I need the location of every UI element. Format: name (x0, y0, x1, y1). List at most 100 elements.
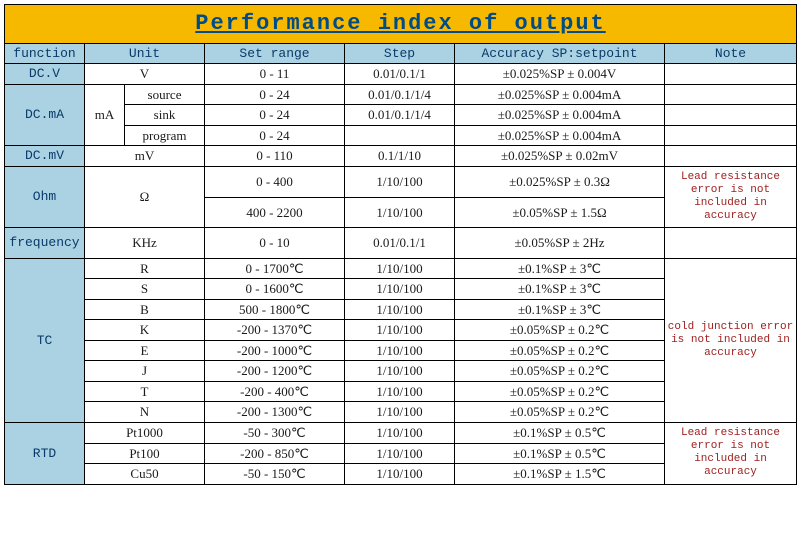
cell-acc: ±0.025%SP ± 0.3Ω (455, 166, 665, 197)
cell-unit: K (85, 320, 205, 341)
cell-note (665, 105, 797, 126)
cell-step: 1/10/100 (345, 464, 455, 485)
cell-range: -200 - 400℃ (205, 381, 345, 402)
cell-unit: N (85, 402, 205, 423)
cell-step: 1/10/100 (345, 258, 455, 279)
cell-note: cold junction error is not included in a… (665, 258, 797, 422)
cell-note (665, 228, 797, 259)
cell-step: 1/10/100 (345, 422, 455, 443)
cell-acc: ±0.1%SP ± 3℃ (455, 299, 665, 320)
cell-acc: ±0.025%SP ± 0.02mV (455, 146, 665, 167)
cell-acc: ±0.025%SP ± 0.004mA (455, 105, 665, 126)
cell-acc: ±0.025%SP ± 0.004mA (455, 84, 665, 105)
col-accuracy: Accuracy SP:setpoint (455, 43, 665, 64)
cell-step: 1/10/100 (345, 340, 455, 361)
fn-tc: TC (5, 258, 85, 422)
table-row: RTD Pt1000 -50 - 300℃ 1/10/100 ±0.1%SP ±… (5, 422, 797, 443)
cell-step: 0.01/0.1/1/4 (345, 84, 455, 105)
cell-step: 0.01/0.1/1 (345, 64, 455, 85)
cell-unit: T (85, 381, 205, 402)
fn-dcv: DC.V (5, 64, 85, 85)
cell-step: 0.01/0.1/1/4 (345, 105, 455, 126)
cell-unit: Pt100 (85, 443, 205, 464)
fn-dcmv: DC.mV (5, 146, 85, 167)
cell-range: 0 - 24 (205, 84, 345, 105)
fn-freq: frequency (5, 228, 85, 259)
cell-acc: ±0.1%SP ± 0.5℃ (455, 443, 665, 464)
cell-range: 0 - 24 (205, 105, 345, 126)
cell-range: -200 - 1300℃ (205, 402, 345, 423)
header-row: function Unit Set range Step Accuracy SP… (5, 43, 797, 64)
table-row: Ohm Ω 0 - 400 1/10/100 ±0.025%SP ± 0.3Ω … (5, 166, 797, 197)
cell-step: 1/10/100 (345, 166, 455, 197)
table-row: TC R 0 - 1700℃ 1/10/100 ±0.1%SP ± 3℃ col… (5, 258, 797, 279)
cell-unit: Cu50 (85, 464, 205, 485)
cell-acc: ±0.025%SP ± 0.004mA (455, 125, 665, 146)
cell-step: 1/10/100 (345, 299, 455, 320)
cell-range: 500 - 1800℃ (205, 299, 345, 320)
cell-unit: B (85, 299, 205, 320)
cell-step: 1/10/100 (345, 320, 455, 341)
table-row: frequency KHz 0 - 10 0.01/0.1/1 ±0.05%SP… (5, 228, 797, 259)
cell-acc: ±0.025%SP ± 0.004V (455, 64, 665, 85)
cell-step: 1/10/100 (345, 443, 455, 464)
cell-step: 1/10/100 (345, 402, 455, 423)
cell-acc: ±0.1%SP ± 3℃ (455, 279, 665, 300)
cell-note (665, 64, 797, 85)
cell-unit: J (85, 361, 205, 382)
cell-range: 0 - 1600℃ (205, 279, 345, 300)
cell-range: 0 - 110 (205, 146, 345, 167)
fn-rtd: RTD (5, 422, 85, 484)
cell-range: 0 - 24 (205, 125, 345, 146)
cell-note (665, 84, 797, 105)
cell-range: -50 - 150℃ (205, 464, 345, 485)
performance-table: Performance index of output function Uni… (4, 4, 797, 485)
cell-range: -200 - 1200℃ (205, 361, 345, 382)
cell-range: -200 - 1000℃ (205, 340, 345, 361)
cell-acc: ±0.05%SP ± 0.2℃ (455, 340, 665, 361)
cell-sub: source (125, 84, 205, 105)
cell-sub: sink (125, 105, 205, 126)
cell-range: 0 - 10 (205, 228, 345, 259)
cell-unit: Ω (85, 166, 205, 227)
cell-note (665, 146, 797, 167)
col-note: Note (665, 43, 797, 64)
cell-acc: ±0.1%SP ± 1.5℃ (455, 464, 665, 485)
col-function: function (5, 43, 85, 64)
fn-dcma: DC.mA (5, 84, 85, 146)
cell-range: 0 - 400 (205, 166, 345, 197)
cell-step (345, 125, 455, 146)
cell-unit: V (85, 64, 205, 85)
cell-acc: ±0.1%SP ± 3℃ (455, 258, 665, 279)
cell-note: Lead resistance error is not included in… (665, 166, 797, 227)
cell-unit: mA (85, 84, 125, 146)
col-step: Step (345, 43, 455, 64)
cell-note (665, 125, 797, 146)
cell-range: -200 - 850℃ (205, 443, 345, 464)
cell-step: 1/10/100 (345, 279, 455, 300)
cell-range: -200 - 1370℃ (205, 320, 345, 341)
cell-range: 400 - 2200 (205, 197, 345, 228)
cell-acc: ±0.05%SP ± 2Hz (455, 228, 665, 259)
cell-unit: S (85, 279, 205, 300)
cell-unit: R (85, 258, 205, 279)
cell-unit: KHz (85, 228, 205, 259)
table-title-row: Performance index of output (5, 5, 797, 44)
table-row: DC.mA mA source 0 - 24 0.01/0.1/1/4 ±0.0… (5, 84, 797, 105)
cell-step: 1/10/100 (345, 361, 455, 382)
cell-sub: program (125, 125, 205, 146)
cell-step: 0.1/1/10 (345, 146, 455, 167)
table-row: DC.V V 0 - 11 0.01/0.1/1 ±0.025%SP ± 0.0… (5, 64, 797, 85)
cell-acc: ±0.05%SP ± 0.2℃ (455, 381, 665, 402)
cell-note: Lead resistance error is not included in… (665, 422, 797, 484)
cell-acc: ±0.05%SP ± 1.5Ω (455, 197, 665, 228)
cell-acc: ±0.05%SP ± 0.2℃ (455, 402, 665, 423)
table-title: Performance index of output (5, 5, 797, 44)
cell-unit: Pt1000 (85, 422, 205, 443)
cell-step: 0.01/0.1/1 (345, 228, 455, 259)
cell-range: 0 - 11 (205, 64, 345, 85)
col-range: Set range (205, 43, 345, 64)
table-row: DC.mV mV 0 - 110 0.1/1/10 ±0.025%SP ± 0.… (5, 146, 797, 167)
cell-acc: ±0.05%SP ± 0.2℃ (455, 320, 665, 341)
fn-ohm: Ohm (5, 166, 85, 227)
